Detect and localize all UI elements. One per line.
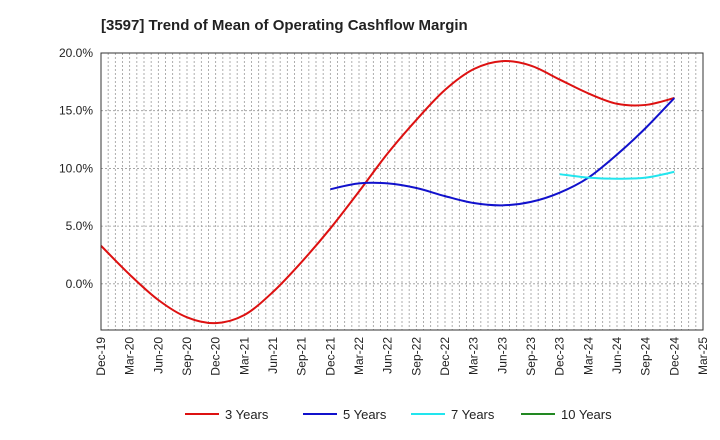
y-tick-label: 10.0% [59, 161, 93, 175]
x-tick-label: Mar-23 [467, 337, 481, 375]
x-tick-label: Mar-24 [581, 337, 595, 375]
series-lines [100, 59, 676, 325]
legend-label-5-years: 5 Years [343, 407, 387, 422]
x-tick-label: Jun-22 [381, 337, 395, 374]
plot-frame [100, 52, 704, 331]
x-tick-label: Mar-21 [237, 337, 251, 375]
x-tick-label: Mar-25 [696, 337, 710, 375]
x-tick-label: Dec-23 [553, 337, 567, 376]
y-tick-label: 20.0% [59, 46, 93, 60]
legend: 3 Years 5 Years 7 Years 10 Years [185, 407, 612, 422]
x-tick-label: Jun-23 [495, 337, 509, 374]
x-tick-label: Sep-20 [180, 337, 194, 376]
series-line-7-years [559, 170, 675, 180]
x-tick-label: Jun-20 [151, 337, 165, 374]
x-tick-label: Mar-22 [352, 337, 366, 375]
x-tick-label: Dec-19 [94, 337, 108, 376]
x-tick-label: Dec-20 [209, 337, 223, 376]
series-line-5-years [330, 97, 676, 207]
x-tick-label: Sep-24 [639, 337, 653, 376]
y-axis-ticks: 20.0% 15.0% 10.0% 5.0% 0.0% [59, 46, 93, 291]
x-tick-label: Dec-22 [438, 337, 452, 376]
y-tick-label: 15.0% [59, 104, 93, 118]
series-line-3-years [100, 59, 675, 325]
legend-label-3-years: 3 Years [225, 407, 269, 422]
x-tick-label: Jun-21 [266, 337, 280, 374]
x-tick-label: Dec-21 [323, 337, 337, 376]
grid [100, 52, 704, 330]
x-tick-label: Sep-21 [295, 337, 309, 376]
y-tick-label: 5.0% [66, 219, 94, 233]
x-tick-label: Dec-24 [667, 337, 681, 376]
legend-label-10-years: 10 Years [561, 407, 612, 422]
chart-title: [3597] Trend of Mean of Operating Cashfl… [101, 17, 468, 34]
x-axis-ticks: Dec-19 Mar-20 Jun-20 Sep-20 Dec-20 Mar-21 Jun-… [94, 337, 710, 376]
y-tick-label: 0.0% [66, 277, 94, 291]
x-tick-label: Jun-24 [610, 337, 624, 374]
legend-label-7-years: 7 Years [451, 407, 495, 422]
x-tick-label: Mar-20 [123, 337, 137, 375]
x-tick-label: Sep-23 [524, 337, 538, 376]
x-tick-label: Sep-22 [409, 337, 423, 376]
